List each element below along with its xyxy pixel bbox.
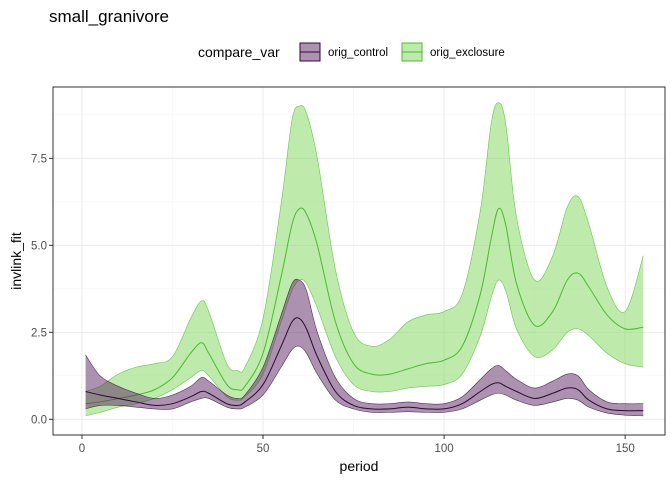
y-tick-label: 5.0	[31, 240, 47, 252]
y-tick-label: 7.5	[31, 153, 47, 165]
lower-bound-orig-control	[85, 345, 644, 417]
x-tick-label: 100	[435, 443, 454, 455]
legend-title: compare_var	[198, 44, 280, 60]
plot-panel: 0 50 100 150 0.0 2.5 5.0 7.5	[31, 86, 666, 455]
legend-label-orig-control: orig_control	[328, 47, 388, 59]
ribbon-orig-exclosure	[85, 102, 644, 416]
lower-bound-orig-exclosure	[85, 279, 644, 417]
fit-line-orig-exclosure	[85, 207, 644, 405]
y-tick-label: 2.5	[31, 327, 47, 339]
legend-label-orig-exclosure: orig_exclosure	[430, 47, 505, 59]
y-tick-label: 0.0	[31, 414, 47, 426]
y-axis-title: invlink_fit	[8, 232, 24, 290]
x-axis-title: period	[340, 458, 379, 474]
chart-title: small_granivore	[49, 7, 169, 26]
upper-bound-orig-control	[85, 278, 644, 405]
upper-bound-orig-exclosure	[85, 102, 644, 392]
y-axis: 0.0 2.5 5.0 7.5	[31, 153, 53, 426]
series-layer	[85, 102, 644, 417]
fit-line-orig-control	[85, 317, 644, 412]
x-tick-label: 150	[616, 443, 635, 455]
legend: compare_var orig_control orig_exclosure	[198, 41, 505, 63]
x-tick-label: 50	[257, 443, 270, 455]
panel-border	[52, 86, 666, 436]
x-axis: 0 50 100 150	[79, 435, 635, 455]
x-tick-label: 0	[79, 443, 85, 455]
ribbon-orig-control	[85, 279, 644, 416]
